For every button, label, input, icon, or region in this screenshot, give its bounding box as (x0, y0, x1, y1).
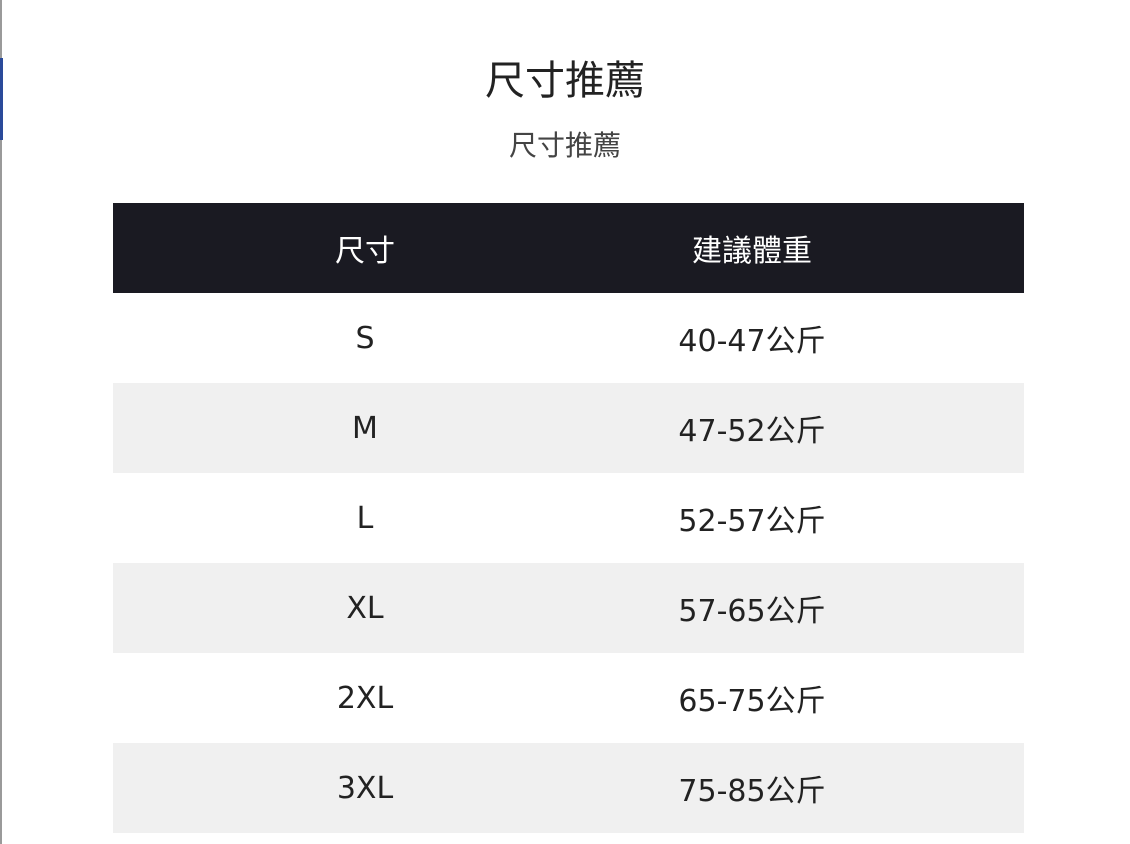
header-weight: 建議體重 (692, 234, 812, 269)
window-edge (0, 0, 2, 844)
cell-weight: 75-85公斤 (678, 774, 826, 809)
table-row: M 47-52公斤 (113, 383, 1024, 473)
cell-weight: 47-52公斤 (678, 414, 826, 449)
cell-weight: 52-57公斤 (678, 504, 826, 539)
header-size: 尺寸 (335, 234, 395, 269)
table-row: 3XL 75-85公斤 (113, 743, 1024, 833)
table-row: XL 57-65公斤 (113, 563, 1024, 653)
page-title: 尺寸推薦 (485, 58, 645, 104)
cell-size: L (356, 500, 374, 536)
cell-weight: 40-47公斤 (678, 324, 826, 359)
cell-weight: 57-65公斤 (678, 594, 826, 629)
window-edge-accent (0, 58, 3, 140)
cell-size: 2XL (336, 680, 394, 716)
cell-size: 3XL (336, 770, 394, 806)
cell-size: M (352, 410, 378, 446)
table-header: 尺寸 建議體重 (113, 203, 1024, 293)
table-row: L 52-57公斤 (113, 473, 1024, 563)
cell-size: S (355, 320, 375, 356)
table-row: 2XL 65-75公斤 (113, 653, 1024, 743)
cell-weight: 65-75公斤 (678, 684, 826, 719)
table-row: S 40-47公斤 (113, 293, 1024, 383)
page-subtitle: 尺寸推薦 (508, 129, 621, 162)
cell-size: XL (346, 590, 384, 626)
size-table: 尺寸 建議體重 S 40-47公斤 M 47-52公斤 L 52-57公斤 XL… (113, 203, 1024, 833)
